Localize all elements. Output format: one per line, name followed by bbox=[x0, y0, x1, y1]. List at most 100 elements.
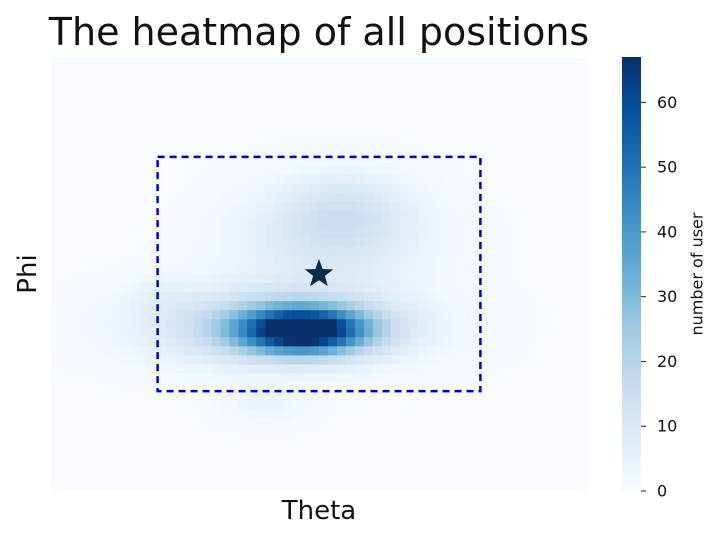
heatmap-cell bbox=[435, 183, 446, 194]
heatmap-cell bbox=[543, 66, 553, 76]
heatmap-cell bbox=[256, 328, 266, 338]
heatmap-cell bbox=[561, 237, 571, 248]
heatmap-cell bbox=[67, 355, 78, 366]
heatmap-cell bbox=[103, 264, 114, 275]
heatmap-cell bbox=[67, 138, 78, 149]
heatmap-cell bbox=[453, 319, 464, 329]
heatmap-cell bbox=[534, 255, 544, 266]
heatmap-cell bbox=[525, 237, 535, 248]
heatmap-cell bbox=[363, 427, 374, 438]
heatmap-cell bbox=[345, 373, 356, 384]
heatmap-cell bbox=[50, 66, 60, 76]
heatmap-cell bbox=[202, 102, 212, 112]
heatmap-cell bbox=[552, 409, 562, 420]
heatmap-cell bbox=[462, 174, 473, 185]
heatmap-cell bbox=[471, 111, 481, 121]
heatmap-cell bbox=[570, 292, 580, 302]
heatmap-cell bbox=[327, 283, 338, 293]
heatmap-cell bbox=[399, 319, 410, 329]
heatmap-cell bbox=[247, 210, 257, 221]
heatmap-cell bbox=[498, 481, 508, 492]
heatmap-cell bbox=[444, 301, 455, 311]
heatmap-cell bbox=[354, 328, 365, 338]
heatmap-cell bbox=[292, 382, 302, 393]
heatmap-cell bbox=[211, 57, 221, 67]
heatmap-cell bbox=[543, 228, 553, 239]
heatmap-cell bbox=[327, 310, 338, 320]
heatmap-cell bbox=[283, 409, 293, 420]
heatmap-cell bbox=[561, 409, 571, 420]
heatmap-cell bbox=[444, 147, 455, 158]
heatmap-cell bbox=[327, 147, 338, 158]
heatmap-cell bbox=[175, 219, 186, 230]
heatmap-cell bbox=[363, 436, 374, 447]
heatmap-cell bbox=[372, 373, 383, 384]
heatmap-cell bbox=[381, 120, 392, 130]
heatmap-cell bbox=[229, 328, 239, 338]
heatmap-cell bbox=[570, 93, 580, 103]
heatmap-cell bbox=[184, 93, 195, 103]
colorbar-tick-label: 10 bbox=[657, 417, 677, 436]
heatmap-cell bbox=[390, 409, 401, 420]
heatmap-cell bbox=[184, 391, 195, 402]
heatmap-cell bbox=[292, 346, 302, 356]
heatmap-cell bbox=[570, 129, 580, 139]
heatmap-cell bbox=[175, 373, 186, 384]
heatmap-cell bbox=[417, 129, 428, 139]
heatmap-cell bbox=[462, 129, 473, 139]
heatmap-cell bbox=[435, 129, 446, 139]
heatmap-cell bbox=[229, 174, 239, 185]
heatmap-cell bbox=[417, 427, 428, 438]
heatmap-cell bbox=[283, 355, 293, 366]
heatmap-cell bbox=[453, 129, 464, 139]
heatmap-cell bbox=[220, 120, 230, 130]
heatmap-cell bbox=[238, 210, 248, 221]
heatmap-cell bbox=[301, 201, 311, 212]
heatmap-cell bbox=[435, 228, 446, 239]
heatmap-cell bbox=[148, 310, 159, 320]
heatmap-cell bbox=[85, 174, 96, 185]
heatmap-cell bbox=[534, 138, 544, 149]
heatmap-cell bbox=[336, 310, 347, 320]
heatmap-cell bbox=[130, 264, 141, 275]
heatmap-cell bbox=[292, 129, 302, 139]
heatmap-cell bbox=[345, 418, 356, 429]
heatmap-cell bbox=[462, 364, 473, 375]
heatmap-cell bbox=[363, 400, 374, 411]
heatmap-cell bbox=[50, 237, 60, 248]
heatmap-cell bbox=[435, 337, 446, 347]
heatmap-cell bbox=[534, 418, 544, 429]
heatmap-cell bbox=[480, 210, 490, 221]
heatmap-cell bbox=[319, 481, 329, 492]
heatmap-cell bbox=[390, 283, 401, 293]
heatmap-cell bbox=[292, 165, 302, 176]
heatmap-cell bbox=[175, 292, 186, 302]
heatmap-cell bbox=[103, 418, 114, 429]
heatmap-cell bbox=[229, 355, 239, 366]
heatmap-cell bbox=[426, 138, 437, 149]
heatmap-cell bbox=[50, 93, 60, 103]
heatmap-cell bbox=[525, 283, 535, 293]
heatmap-cell bbox=[480, 237, 490, 248]
heatmap-cell bbox=[516, 283, 526, 293]
heatmap-cell bbox=[372, 274, 383, 284]
heatmap-cell bbox=[310, 255, 320, 266]
heatmap-cell bbox=[121, 120, 132, 130]
heatmap-cell bbox=[444, 319, 455, 329]
heatmap-cell bbox=[175, 382, 186, 393]
heatmap-cell bbox=[453, 301, 464, 311]
heatmap-cell bbox=[256, 147, 266, 158]
heatmap-cell bbox=[148, 418, 159, 429]
heatmap-cell bbox=[85, 93, 96, 103]
heatmap-cell bbox=[265, 75, 275, 85]
heatmap-cell bbox=[390, 93, 401, 103]
heatmap-cell bbox=[139, 210, 150, 221]
heatmap-cell bbox=[184, 382, 195, 393]
heatmap-cell bbox=[345, 346, 356, 356]
heatmap-cell bbox=[498, 319, 508, 329]
heatmap-cell bbox=[462, 156, 473, 167]
heatmap-cell bbox=[94, 147, 105, 158]
heatmap-cell bbox=[148, 337, 159, 347]
heatmap-cell bbox=[148, 246, 159, 257]
heatmap-cell bbox=[561, 111, 571, 121]
